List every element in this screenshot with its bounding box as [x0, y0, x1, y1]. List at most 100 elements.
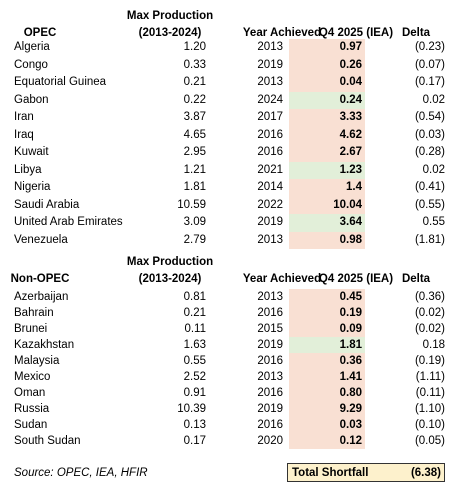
country-name: Russia	[14, 403, 50, 415]
q4-2025: 0.98	[339, 233, 362, 246]
max-production: 4.65	[183, 128, 206, 141]
country-name: Sudan	[14, 419, 48, 431]
year-achieved: 2017	[257, 111, 283, 123]
delta: 0.02	[422, 163, 445, 176]
highlight-cell	[289, 231, 365, 249]
highlight-cell	[289, 417, 365, 433]
delta: (0.28)	[414, 146, 445, 158]
column-header: Q4 2025 (IEA)	[318, 273, 394, 285]
delta: (0.17)	[414, 76, 445, 88]
max-production: 10.39	[177, 403, 206, 415]
delta: (0.36)	[414, 291, 445, 303]
q4-2025: 0.12	[339, 435, 362, 447]
max-production: 1.21	[183, 163, 206, 176]
column-header: Year Achieved	[242, 273, 322, 285]
country-name: Iraq	[14, 128, 34, 141]
q4-2025: 0.97	[339, 41, 362, 53]
highlight-cell	[289, 214, 365, 232]
highlight-cell	[289, 109, 365, 127]
max-production: 0.21	[183, 307, 206, 319]
highlight-cell	[289, 369, 365, 385]
delta: (0.02)	[414, 307, 445, 319]
q4-2025: 0.19	[339, 307, 362, 319]
year-achieved: 2019	[257, 403, 283, 415]
year-achieved: 2019	[257, 58, 283, 71]
delta: (0.19)	[414, 355, 445, 367]
year-achieved: 2013	[257, 41, 283, 53]
year-achieved: 2024	[257, 93, 283, 106]
total-box	[287, 463, 445, 482]
delta: (0.11)	[415, 387, 445, 399]
delta: (0.05)	[414, 435, 445, 447]
highlight-cell	[289, 39, 365, 57]
column-header: (2013-2024)	[138, 273, 202, 285]
total-label: Total Shortfall	[292, 467, 369, 479]
year-achieved: 2013	[257, 233, 283, 246]
highlight-cell	[289, 289, 365, 305]
year-achieved: 2021	[257, 163, 283, 176]
q4-2025: 3.64	[339, 216, 362, 228]
year-achieved: 2016	[257, 146, 283, 158]
year-achieved: 2013	[257, 76, 283, 88]
country-name: Brunei	[14, 323, 48, 335]
max-production: 0.91	[183, 387, 206, 399]
delta: 0.02	[422, 93, 445, 106]
year-achieved: 2013	[257, 371, 283, 383]
max-production: 0.21	[183, 76, 206, 88]
highlight-cell	[289, 385, 365, 401]
q4-2025: 0.80	[339, 387, 362, 399]
max-production: 3.09	[183, 216, 206, 228]
delta: (0.55)	[414, 198, 445, 211]
max-production: 10.59	[177, 198, 206, 211]
max-production: 1.20	[183, 41, 206, 53]
country-name: Gabon	[14, 93, 49, 106]
highlight-cell	[289, 144, 365, 162]
q4-2025: 1.81	[339, 339, 362, 351]
q4-2025: 0.45	[339, 291, 362, 303]
q4-2025: 0.03	[339, 419, 362, 431]
q4-2025: 9.29	[339, 403, 362, 415]
q4-2025: 0.24	[339, 93, 362, 106]
q4-2025: 10.04	[333, 198, 362, 211]
delta: (0.07)	[414, 58, 445, 71]
highlight-cell	[289, 321, 365, 337]
max-production: 0.55	[183, 355, 206, 367]
highlight-cell	[289, 74, 365, 92]
year-achieved: 2013	[257, 291, 283, 303]
max-production: 0.13	[183, 419, 206, 431]
delta: (1.11)	[415, 371, 445, 383]
highlight-cell	[289, 305, 365, 321]
q4-2025: 1.41	[339, 371, 362, 383]
delta: 0.18	[422, 339, 445, 351]
q4-2025: 0.26	[339, 58, 362, 71]
max-production: 3.87	[183, 111, 206, 123]
max-production: 0.81	[183, 291, 206, 303]
country-name: Algeria	[14, 41, 50, 53]
country-name: Libya	[14, 163, 42, 176]
q4-2025: 2.67	[339, 146, 362, 158]
country-name: Saudi Arabia	[14, 198, 80, 211]
year-achieved: 2019	[257, 216, 283, 228]
country-name: United Arab Emirates	[14, 216, 123, 228]
delta: (1.81)	[414, 233, 445, 246]
max-production: 2.79	[183, 233, 206, 246]
year-achieved: 2020	[257, 435, 283, 447]
highlight-cell	[289, 196, 365, 214]
year-achieved: 2016	[257, 387, 283, 399]
country-name: Malaysia	[14, 355, 60, 367]
highlight-cell	[289, 353, 365, 369]
country-name: Bahrain	[14, 307, 54, 319]
column-header: (2013-2024)	[138, 27, 202, 39]
highlight-cell	[289, 161, 365, 179]
country-name: Mexico	[14, 371, 51, 383]
year-achieved: 2016	[257, 128, 283, 141]
year-achieved: 2022	[257, 198, 283, 211]
country-name: Nigeria	[14, 181, 51, 193]
max-production: 1.63	[183, 339, 206, 351]
group-header: OPEC	[23, 27, 57, 39]
country-name: South Sudan	[14, 435, 81, 447]
delta: (0.02)	[414, 323, 445, 335]
column-header: Year Achieved	[242, 27, 322, 39]
source-note: Source: OPEC, IEA, HFIR	[14, 467, 148, 479]
column-header: Max Production	[126, 10, 214, 22]
